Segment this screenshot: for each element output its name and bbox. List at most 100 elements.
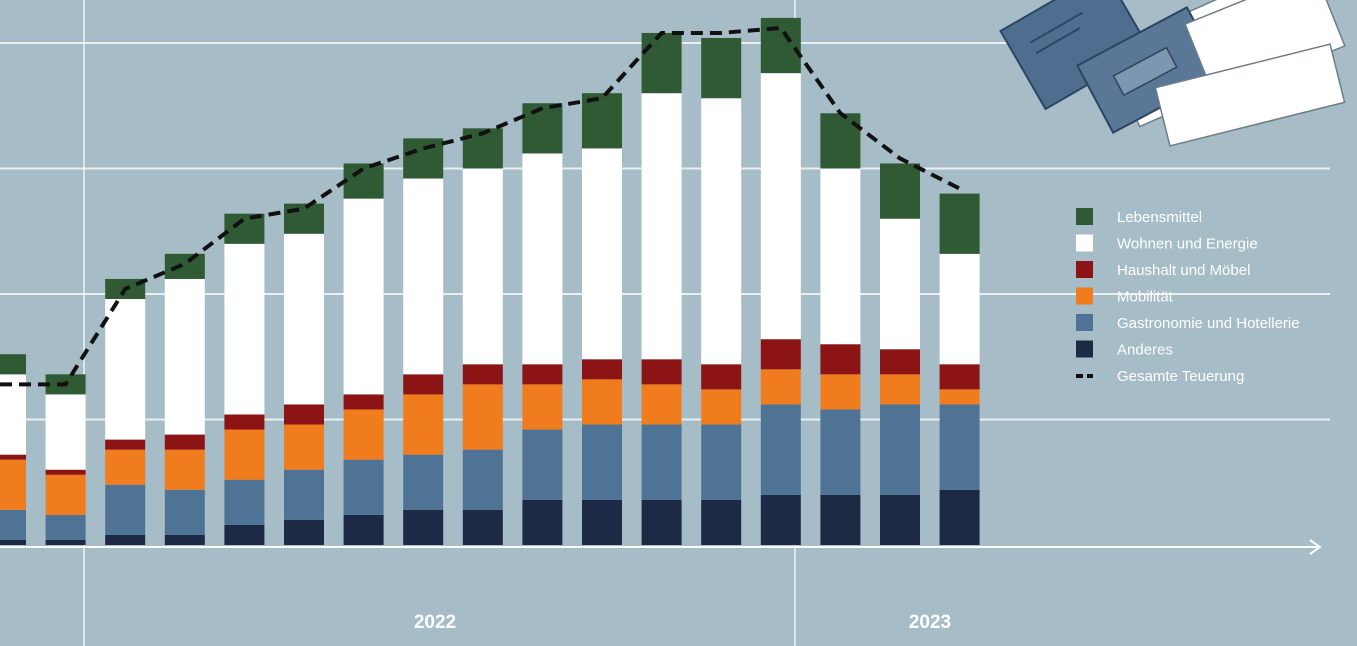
bar-16-segment-2	[939, 389, 980, 405]
bar-16-segment-1	[939, 404, 980, 490]
year-label-2023: 2023	[909, 612, 951, 633]
bar-9-segment-5	[522, 103, 563, 154]
bar-11-segment-2	[641, 384, 682, 425]
bar-11-segment-4	[641, 93, 682, 360]
bar-14-segment-1	[820, 409, 861, 495]
bar-15-segment-2	[880, 374, 920, 405]
bar-7-segment-0	[403, 509, 444, 545]
bar-13-segment-3	[760, 339, 801, 370]
bar-15-segment-0	[880, 494, 920, 545]
bar-5-segment-4	[284, 233, 324, 405]
bar-3-segment-1	[164, 489, 205, 535]
bar-4-segment-5	[224, 213, 265, 244]
bar-4-segment-3	[224, 414, 265, 430]
bar-8-segment-0	[462, 509, 503, 545]
bar-12-segment-1	[701, 424, 742, 500]
bar-0-segment-3	[0, 454, 26, 460]
bar-14-segment-0	[820, 494, 861, 545]
bar-5-segment-0	[284, 519, 324, 545]
bar-12-segment-4	[701, 98, 742, 365]
bar-8-segment-4	[462, 168, 503, 365]
bar-15-segment-5	[880, 163, 920, 219]
legend-label-3: Mobilität	[1117, 289, 1174, 306]
bar-6-segment-2	[343, 409, 384, 460]
bar-16-segment-0	[939, 489, 980, 545]
bar-11-segment-5	[641, 32, 682, 94]
bar-10-segment-4	[582, 148, 622, 360]
legend-swatch-5	[1076, 340, 1093, 358]
bar-7-segment-4	[403, 178, 444, 375]
bar-2-segment-3	[105, 439, 146, 450]
bar-0-segment-4	[0, 374, 26, 455]
bar-6-segment-1	[343, 459, 384, 515]
total-inflation-line	[0, 25, 961, 387]
bar-5-segment-2	[284, 424, 324, 470]
bar-6-segment-5	[343, 163, 384, 199]
bar-2-segment-4	[105, 299, 146, 440]
bar-4-segment-2	[224, 429, 265, 480]
bar-13-segment-0	[760, 494, 801, 545]
bar-11-segment-3	[641, 359, 682, 385]
bar-4-segment-1	[224, 479, 265, 525]
bar-10-segment-2	[582, 379, 622, 425]
bar-9-segment-1	[522, 429, 563, 500]
legend-swatch-3	[1076, 287, 1093, 305]
bar-12-segment-0	[701, 499, 742, 545]
bar-13-segment-1	[760, 404, 801, 495]
bar-3-segment-3	[164, 434, 205, 450]
bar-0-segment-2	[0, 459, 26, 510]
bar-7-segment-5	[403, 138, 444, 179]
bar-14-segment-2	[820, 374, 861, 410]
legend: Lebensmittel Wohnen und Energie Haushalt u…	[1076, 208, 1300, 385]
bar-9-segment-4	[522, 153, 563, 365]
bar-3-segment-5	[164, 253, 205, 279]
bar-6-segment-4	[343, 198, 384, 395]
bar-16-segment-3	[939, 364, 980, 390]
bar-0-segment-5	[0, 354, 26, 375]
bar-16-segment-4	[939, 253, 980, 365]
bar-14-segment-3	[820, 344, 861, 375]
bar-12-segment-5	[701, 37, 742, 99]
bar-13-segment-2	[760, 369, 801, 405]
bar-8-segment-1	[462, 449, 503, 510]
bar-11-segment-0	[641, 499, 682, 545]
bar-1-segment-2	[45, 474, 86, 515]
bar-2-segment-2	[105, 449, 146, 485]
bar-12-segment-2	[701, 389, 742, 425]
bar-5-segment-1	[284, 469, 324, 520]
year-label-2022: 2022	[414, 612, 456, 633]
bar-3-segment-0	[164, 534, 205, 545]
bar-1-segment-4	[45, 394, 86, 470]
bar-9-segment-3	[522, 364, 563, 385]
bar-15-segment-4	[880, 218, 920, 350]
legend-label-4: Gastronomie und Hotellerie	[1117, 315, 1300, 332]
bar-6-segment-3	[343, 394, 384, 410]
bar-12-segment-3	[701, 364, 742, 390]
legend-label-5: Anderes	[1117, 342, 1173, 359]
bar-13-segment-5	[760, 17, 801, 74]
bar-1-segment-1	[45, 514, 86, 540]
legend-swatch-1	[1076, 234, 1093, 252]
legend-swatch-2	[1076, 261, 1093, 278]
bar-1-segment-3	[45, 469, 86, 475]
bar-14-segment-4	[820, 168, 861, 345]
envelopes-icon	[999, 0, 1346, 147]
bar-7-segment-3	[403, 374, 444, 395]
legend-swatch-4	[1076, 314, 1093, 331]
bar-9-segment-0	[522, 499, 563, 545]
bar-stacks	[0, 17, 980, 545]
bar-8-segment-2	[462, 384, 503, 450]
bar-2-segment-0	[105, 534, 146, 545]
x-axis-arrow-icon	[1309, 539, 1322, 555]
bar-8-segment-3	[462, 364, 503, 385]
bar-4-segment-0	[224, 524, 265, 545]
bar-3-segment-4	[164, 278, 205, 435]
legend-label-0: Lebensmittel	[1117, 209, 1202, 226]
bar-10-segment-1	[582, 424, 622, 500]
bar-13-segment-4	[760, 73, 801, 340]
bar-5-segment-5	[284, 203, 324, 234]
bar-15-segment-1	[880, 404, 920, 495]
bar-10-segment-0	[582, 499, 622, 545]
